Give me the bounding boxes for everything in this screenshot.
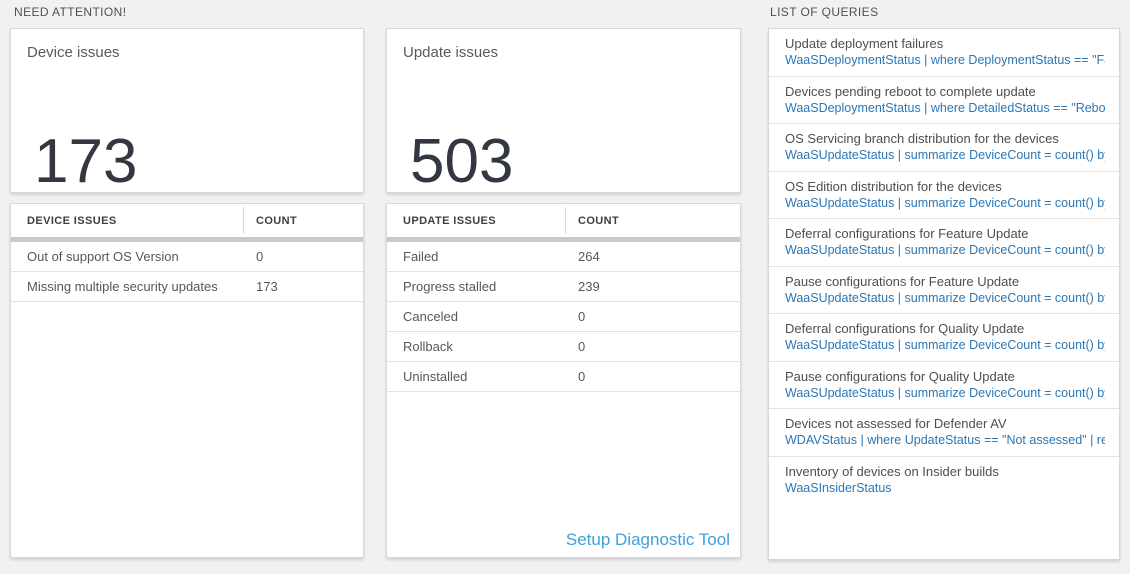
- update-issues-count: 503: [410, 127, 514, 196]
- device-issues-count: 173: [34, 127, 138, 196]
- table-row[interactable]: Missing multiple security updates 173: [11, 272, 363, 302]
- table-row[interactable]: Failed 264: [387, 242, 740, 272]
- need-attention-section-label: NEED ATTENTION!: [14, 5, 127, 19]
- row-count: 0: [256, 249, 264, 264]
- table-header-divider-bar: [387, 237, 740, 242]
- query-title: Pause configurations for Quality Update: [785, 368, 1015, 384]
- query-title: Devices pending reboot to complete updat…: [785, 83, 1036, 99]
- setup-diagnostic-tool-link[interactable]: Setup Diagnostic Tool: [565, 530, 730, 549]
- row-label: Progress stalled: [403, 279, 497, 294]
- row-count: 264: [578, 249, 600, 264]
- update-issues-title: Update issues: [403, 44, 499, 61]
- query-item[interactable]: Pause configurations for Feature Update …: [769, 267, 1119, 314]
- query-item[interactable]: Pause configurations for Quality Update …: [769, 362, 1119, 409]
- query-link[interactable]: WaaSUpdateStatus | summarize DeviceCount…: [785, 243, 1105, 257]
- query-link[interactable]: WaaSUpdateStatus | summarize DeviceCount…: [785, 148, 1105, 162]
- query-item[interactable]: OS Servicing branch distribution for the…: [769, 124, 1119, 172]
- query-title: Pause configurations for Feature Update: [785, 273, 1020, 289]
- table-row[interactable]: Out of support OS Version 0: [11, 242, 363, 272]
- query-title: Devices not assessed for Defender AV: [785, 416, 1007, 431]
- device-issues-tile[interactable]: Device issues 173: [10, 28, 364, 193]
- row-label: Failed: [403, 249, 439, 264]
- query-title: OS Edition distribution for the devices: [785, 178, 1002, 194]
- list-of-queries-section-label: LIST OF QUERIES: [770, 5, 879, 19]
- row-label: Out of support OS Version: [27, 249, 179, 264]
- query-item[interactable]: Deferral configurations for Quality Upda…: [769, 314, 1119, 362]
- query-item[interactable]: Inventory of devices on Insider builds W…: [769, 457, 1119, 505]
- query-link[interactable]: WaaSUpdateStatus | summarize DeviceCount…: [785, 385, 1105, 400]
- row-label: Rollback: [403, 339, 453, 354]
- device-table-header-issues: DEVICE ISSUES: [11, 207, 244, 234]
- table-row[interactable]: Progress stalled 239: [387, 272, 740, 302]
- row-label: Canceled: [403, 309, 458, 324]
- query-item[interactable]: Deferral configurations for Feature Upda…: [769, 219, 1119, 267]
- table-row[interactable]: Canceled 0: [387, 302, 740, 332]
- query-link[interactable]: WaaSInsiderStatus: [785, 480, 892, 495]
- table-row[interactable]: Uninstalled 0: [387, 362, 740, 392]
- update-table-header: UPDATE ISSUES COUNT: [387, 204, 740, 237]
- query-title: Deferral configurations for Quality Upda…: [785, 321, 1025, 336]
- query-link[interactable]: WaaSDeploymentStatus | where DetailedSta…: [785, 100, 1105, 115]
- query-item[interactable]: OS Edition distribution for the devices …: [769, 172, 1119, 219]
- update-issues-tile[interactable]: Update issues 503: [386, 28, 741, 193]
- device-issues-title: Device issues: [27, 44, 120, 61]
- update-issues-table-card: UPDATE ISSUES COUNT Failed 264 Progress …: [386, 203, 741, 558]
- query-link[interactable]: WaaSUpdateStatus | summarize DeviceCount…: [785, 195, 1105, 210]
- query-title: OS Servicing branch distribution for the…: [785, 131, 1059, 146]
- query-item[interactable]: Devices not assessed for Defender AV WDA…: [769, 409, 1119, 457]
- query-title: Inventory of devices on Insider builds: [785, 463, 999, 479]
- query-title: Deferral configurations for Feature Upda…: [785, 226, 1029, 241]
- row-label: Uninstalled: [403, 369, 468, 384]
- update-table-header-count: COUNT: [578, 214, 620, 227]
- query-link[interactable]: WaaSUpdateStatus | summarize DeviceCount…: [785, 338, 1105, 352]
- row-count: 0: [578, 309, 586, 324]
- query-item[interactable]: Devices pending reboot to complete updat…: [769, 77, 1119, 124]
- row-label: Missing multiple security updates: [27, 279, 218, 294]
- row-count: 173: [256, 279, 278, 294]
- device-table-header: DEVICE ISSUES COUNT: [11, 204, 363, 237]
- device-issues-table-card: DEVICE ISSUES COUNT Out of support OS Ve…: [10, 203, 364, 558]
- query-link[interactable]: WaaSUpdateStatus | summarize DeviceCount…: [785, 290, 1105, 305]
- query-item[interactable]: Update deployment failures WaaSDeploymen…: [769, 29, 1119, 77]
- query-link[interactable]: WDAVStatus | where UpdateStatus == "Not …: [785, 433, 1105, 447]
- table-row[interactable]: Rollback 0: [387, 332, 740, 362]
- query-title: Update deployment failures: [785, 36, 944, 51]
- row-count: 0: [578, 339, 586, 354]
- row-count: 239: [578, 279, 600, 294]
- table-header-divider-bar: [11, 237, 363, 242]
- row-count: 0: [578, 369, 586, 384]
- update-table-header-issues: UPDATE ISSUES: [387, 207, 566, 234]
- device-table-header-count: COUNT: [256, 214, 298, 227]
- query-link[interactable]: WaaSDeploymentStatus | where DeploymentS…: [785, 53, 1105, 67]
- list-of-queries-card: Update deployment failures WaaSDeploymen…: [768, 28, 1120, 560]
